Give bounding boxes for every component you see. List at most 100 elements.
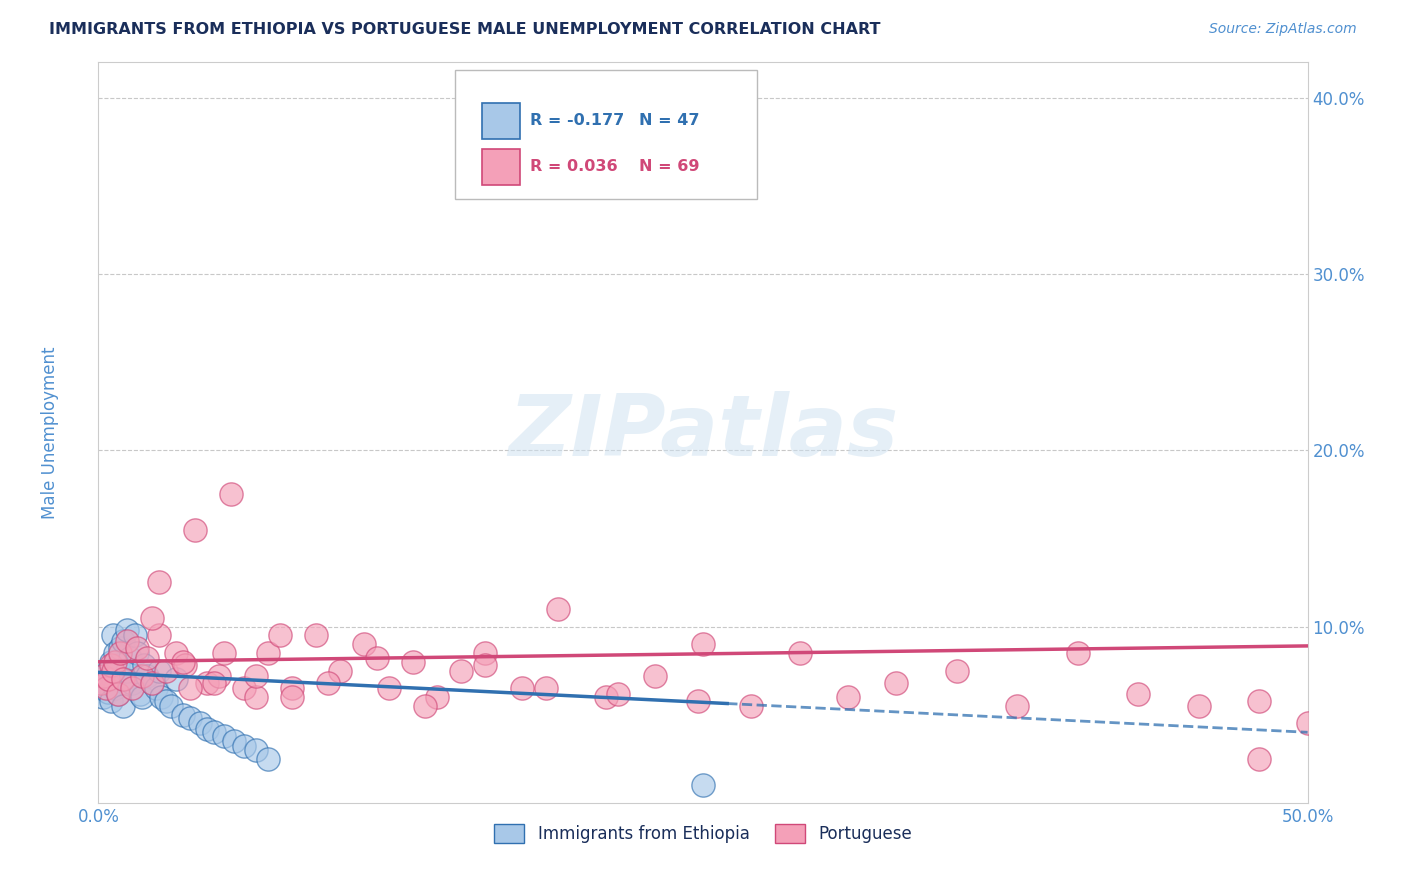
Point	[100, 693, 122, 707]
Point	[117, 623, 139, 637]
Point	[402, 655, 425, 669]
Point	[124, 628, 146, 642]
Point	[101, 664, 124, 678]
Point	[366, 651, 388, 665]
FancyBboxPatch shape	[456, 70, 758, 200]
Text: N = 69: N = 69	[638, 160, 699, 174]
Point	[184, 523, 207, 537]
Point	[104, 681, 127, 696]
Point	[595, 690, 617, 704]
Point	[353, 637, 375, 651]
Point	[97, 685, 120, 699]
Text: Source: ZipAtlas.com: Source: ZipAtlas.com	[1209, 22, 1357, 37]
Point	[108, 646, 131, 660]
Point	[101, 628, 124, 642]
Point	[174, 658, 197, 673]
Point	[450, 664, 472, 678]
Point	[212, 646, 235, 660]
Point	[510, 681, 533, 696]
Point	[644, 669, 666, 683]
Point	[160, 698, 183, 713]
Text: ZIPatlas: ZIPatlas	[508, 391, 898, 475]
Point	[111, 673, 134, 687]
Point	[131, 690, 153, 704]
Point	[886, 676, 908, 690]
Point	[1067, 646, 1090, 660]
Point	[131, 669, 153, 683]
Point	[256, 646, 278, 660]
Point	[305, 628, 328, 642]
Point	[101, 673, 124, 687]
Point	[179, 681, 201, 696]
Point	[145, 681, 167, 696]
Point	[90, 676, 112, 690]
Point	[141, 610, 163, 624]
Point	[141, 676, 163, 690]
Point	[740, 698, 762, 713]
Point	[195, 722, 218, 736]
Point	[121, 676, 143, 690]
Point	[474, 658, 496, 673]
Point	[1249, 752, 1271, 766]
Point	[148, 628, 170, 642]
Point	[97, 673, 120, 687]
Point	[329, 664, 352, 678]
Point	[221, 487, 243, 501]
Point	[141, 676, 163, 690]
Point	[1128, 686, 1150, 700]
Point	[100, 658, 122, 673]
Point	[212, 729, 235, 743]
Point	[281, 690, 304, 704]
Point	[121, 681, 143, 696]
Text: N = 47: N = 47	[638, 113, 699, 128]
Point	[232, 739, 254, 754]
Point	[117, 664, 139, 678]
Point	[134, 658, 156, 673]
Point	[245, 669, 267, 683]
Point	[90, 681, 112, 696]
Point	[94, 681, 117, 696]
Point	[426, 690, 449, 704]
Point	[316, 676, 339, 690]
Point	[107, 658, 129, 673]
Legend: Immigrants from Ethiopia, Portuguese: Immigrants from Ethiopia, Portuguese	[488, 817, 918, 850]
Point	[245, 690, 267, 704]
Point	[245, 743, 267, 757]
Point	[128, 686, 150, 700]
Point	[474, 646, 496, 660]
Point	[1007, 698, 1029, 713]
Point	[148, 664, 170, 678]
FancyBboxPatch shape	[482, 149, 520, 185]
Point	[127, 640, 149, 655]
Point	[534, 681, 557, 696]
Point	[1249, 693, 1271, 707]
Point	[91, 673, 114, 687]
Point	[107, 686, 129, 700]
Point	[204, 725, 226, 739]
Text: R = 0.036: R = 0.036	[530, 160, 617, 174]
Point	[165, 646, 187, 660]
Point	[688, 693, 710, 707]
Point	[281, 681, 304, 696]
Point	[789, 646, 811, 660]
Point	[111, 633, 134, 648]
Point	[172, 655, 194, 669]
Point	[135, 669, 157, 683]
Point	[91, 690, 114, 704]
Point	[117, 633, 139, 648]
Point	[232, 681, 254, 696]
Point	[204, 676, 226, 690]
Point	[1188, 698, 1211, 713]
Point	[692, 637, 714, 651]
Point	[94, 669, 117, 683]
Point	[111, 698, 134, 713]
Point	[547, 602, 569, 616]
Point	[148, 575, 170, 590]
Point	[188, 716, 211, 731]
Point	[104, 646, 127, 660]
Point	[946, 664, 969, 678]
Point	[104, 655, 127, 669]
Point	[118, 651, 141, 665]
Point	[256, 752, 278, 766]
Point	[100, 655, 122, 669]
